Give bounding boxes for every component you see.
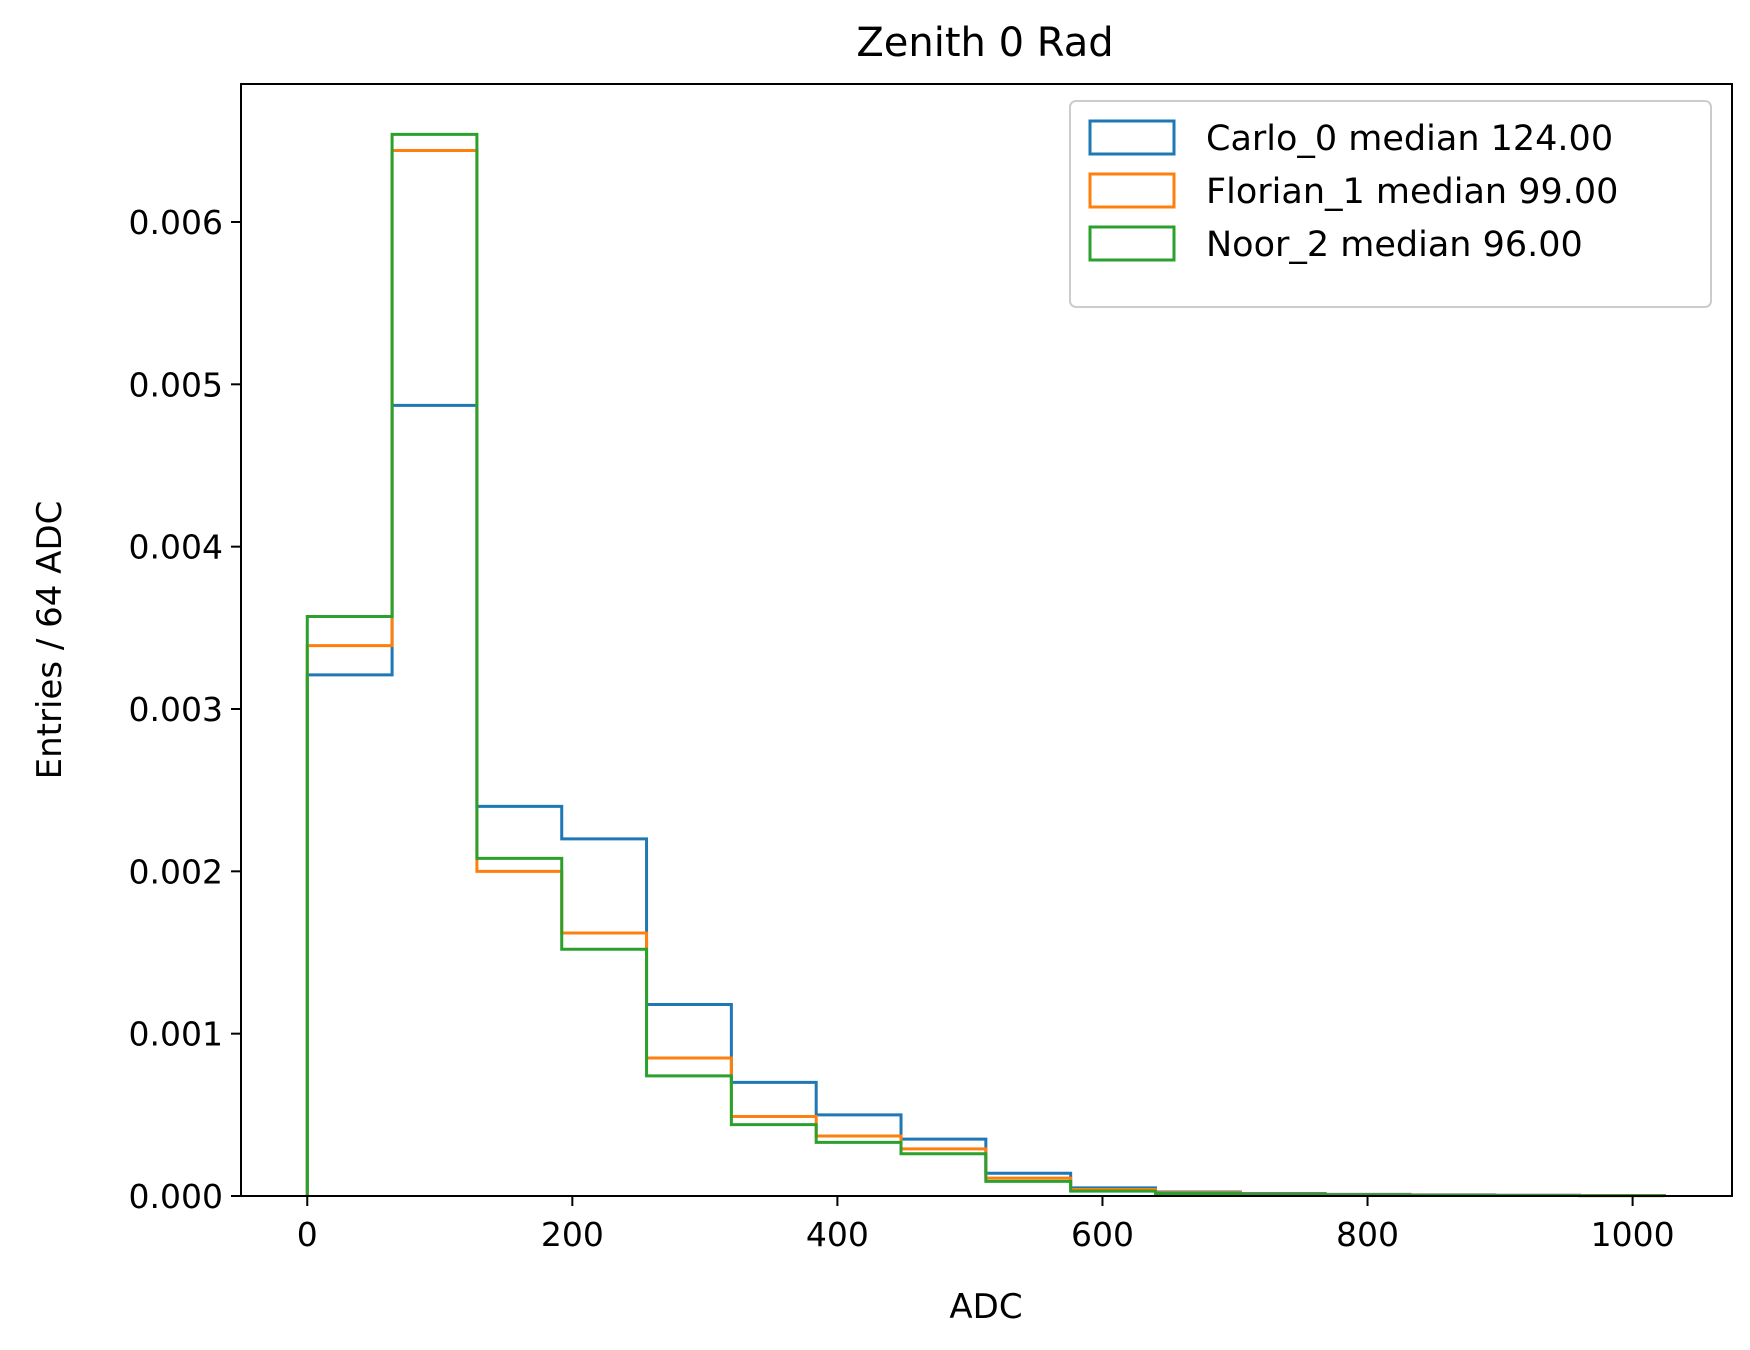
- y-tick-label: 0.000: [129, 1177, 223, 1216]
- x-tick-label: 200: [541, 1215, 604, 1254]
- legend-entries: Carlo_0 median 124.00 Florian_1 median 99…: [1088, 119, 1618, 265]
- x-axis-ticks: 0 200 400 600 800 1000: [297, 1196, 1675, 1254]
- plot-area: 0 200 400 600 800 1000 0.0000.0010.0020.0030.…: [129, 83, 1733, 1254]
- legend-label: Noor_2 median 96.00: [1206, 225, 1583, 265]
- y-axis-title: Entries / 64 ADC: [30, 501, 70, 780]
- axes-frame: [240, 83, 1733, 1197]
- y-tick-label: 0.002: [129, 852, 223, 891]
- y-tick-label: 0.005: [129, 365, 223, 404]
- x-tick-label: 400: [806, 1215, 869, 1254]
- chart-title: Zenith 0 Rad: [856, 20, 1113, 66]
- legend-label: Florian_1 median 99.00: [1206, 172, 1618, 212]
- x-tick-label: 800: [1336, 1215, 1399, 1254]
- legend-swatch: [1088, 225, 1176, 262]
- y-axis-ticks: 0.000 0.001 0.002 0.003 0.004 0.005 0.006: [129, 203, 241, 1216]
- y-tick-label: 0.004: [129, 528, 223, 567]
- legend-label: Carlo_0 median 124.00: [1206, 119, 1613, 159]
- legend: Carlo_0 median 124.00 Florian_1 median 99…: [1069, 100, 1712, 308]
- y-tick-label: 0.006: [129, 203, 223, 242]
- x-tick-label: 0: [297, 1215, 318, 1254]
- legend-swatch: [1088, 172, 1176, 209]
- y-tick-label: 0.001: [129, 1015, 223, 1054]
- y-tick-label: 0.003: [129, 690, 223, 729]
- legend-swatch: [1088, 119, 1176, 156]
- legend-frame: [1069, 100, 1712, 308]
- x-axis-title: ADC: [949, 1287, 1022, 1327]
- x-tick-label: 1000: [1591, 1215, 1675, 1254]
- x-tick-label: 600: [1071, 1215, 1134, 1254]
